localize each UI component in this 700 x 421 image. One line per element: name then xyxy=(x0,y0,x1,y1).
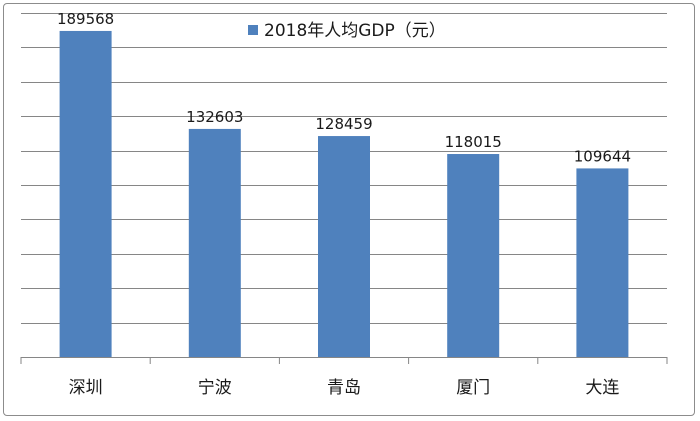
category-label-0: 深圳 xyxy=(69,378,103,398)
category-label-3: 厦门 xyxy=(456,378,490,398)
legend-swatch xyxy=(248,25,258,35)
category-label-2: 青岛 xyxy=(327,378,361,398)
legend-label: 2018年人均GDP（元） xyxy=(264,21,446,41)
data-label-3: 118015 xyxy=(445,133,502,151)
category-labels: 深圳 宁波 青岛 厦门 大连 xyxy=(20,357,668,398)
data-label-0: 189568 xyxy=(57,10,114,28)
data-labels: 189568 132603 128459 118015 109644 xyxy=(57,10,631,165)
bar-0 xyxy=(59,30,112,357)
data-label-4: 109644 xyxy=(574,147,631,165)
bar-4 xyxy=(576,168,629,357)
category-label-1: 宁波 xyxy=(198,378,232,398)
legend: 2018年人均GDP（元） xyxy=(248,21,446,41)
bars xyxy=(59,30,629,357)
category-label-4: 大连 xyxy=(585,378,619,398)
bar-2 xyxy=(318,136,370,357)
bar-3 xyxy=(447,154,500,357)
data-label-1: 132603 xyxy=(186,108,243,126)
data-label-2: 128459 xyxy=(315,115,372,133)
bar-1 xyxy=(188,128,241,357)
gridlines xyxy=(21,13,667,358)
